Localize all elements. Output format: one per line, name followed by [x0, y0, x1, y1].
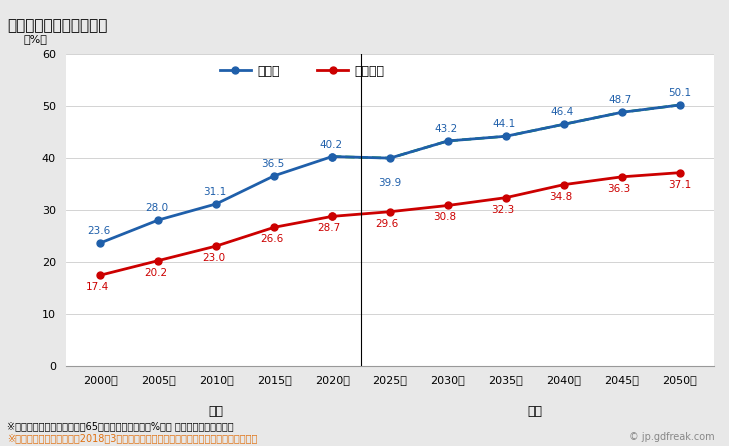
Text: 37.1: 37.1 — [668, 180, 691, 190]
Text: 砂川市の高齢化率の推移: 砂川市の高齢化率の推移 — [7, 18, 108, 33]
Legend: 砂川市, 全国平均: 砂川市, 全国平均 — [214, 60, 389, 83]
Text: 50.1: 50.1 — [668, 88, 691, 98]
Text: （%）: （%） — [23, 34, 47, 44]
Text: 23.6: 23.6 — [87, 226, 111, 236]
Text: ※図中の緑の点線は、前回2018年3月公表の「将来人口推計」に基づく当地域の高齢化率: ※図中の緑の点線は、前回2018年3月公表の「将来人口推計」に基づく当地域の高齢… — [7, 434, 257, 443]
Text: 46.4: 46.4 — [551, 107, 574, 117]
Text: 予測: 予測 — [527, 405, 542, 418]
Text: ※高齢化率：総人口にしめる65歳以上の人口割合（%）， 年齢不詳を除いて算出: ※高齢化率：総人口にしめる65歳以上の人口割合（%）， 年齢不詳を除いて算出 — [7, 421, 234, 431]
Text: 43.2: 43.2 — [435, 124, 459, 134]
Text: 28.7: 28.7 — [318, 223, 341, 233]
Text: 23.0: 23.0 — [202, 253, 225, 263]
Text: 20.2: 20.2 — [144, 268, 167, 277]
Text: 17.4: 17.4 — [86, 282, 109, 292]
Text: 30.8: 30.8 — [434, 212, 457, 223]
Text: 29.6: 29.6 — [375, 219, 399, 229]
Text: 36.3: 36.3 — [607, 184, 631, 194]
Text: © jp.gdfreak.com: © jp.gdfreak.com — [629, 432, 714, 442]
Text: 36.5: 36.5 — [261, 159, 284, 169]
Text: 26.6: 26.6 — [260, 234, 283, 244]
Text: 28.0: 28.0 — [145, 203, 168, 213]
Text: 44.1: 44.1 — [493, 120, 516, 129]
Text: 48.7: 48.7 — [609, 95, 632, 105]
Text: 31.1: 31.1 — [203, 187, 227, 197]
Text: 40.2: 40.2 — [319, 140, 342, 149]
Text: 34.8: 34.8 — [550, 192, 573, 202]
Text: 32.3: 32.3 — [491, 205, 515, 215]
Text: 実績: 実績 — [208, 405, 224, 418]
Text: 39.9: 39.9 — [378, 178, 402, 188]
